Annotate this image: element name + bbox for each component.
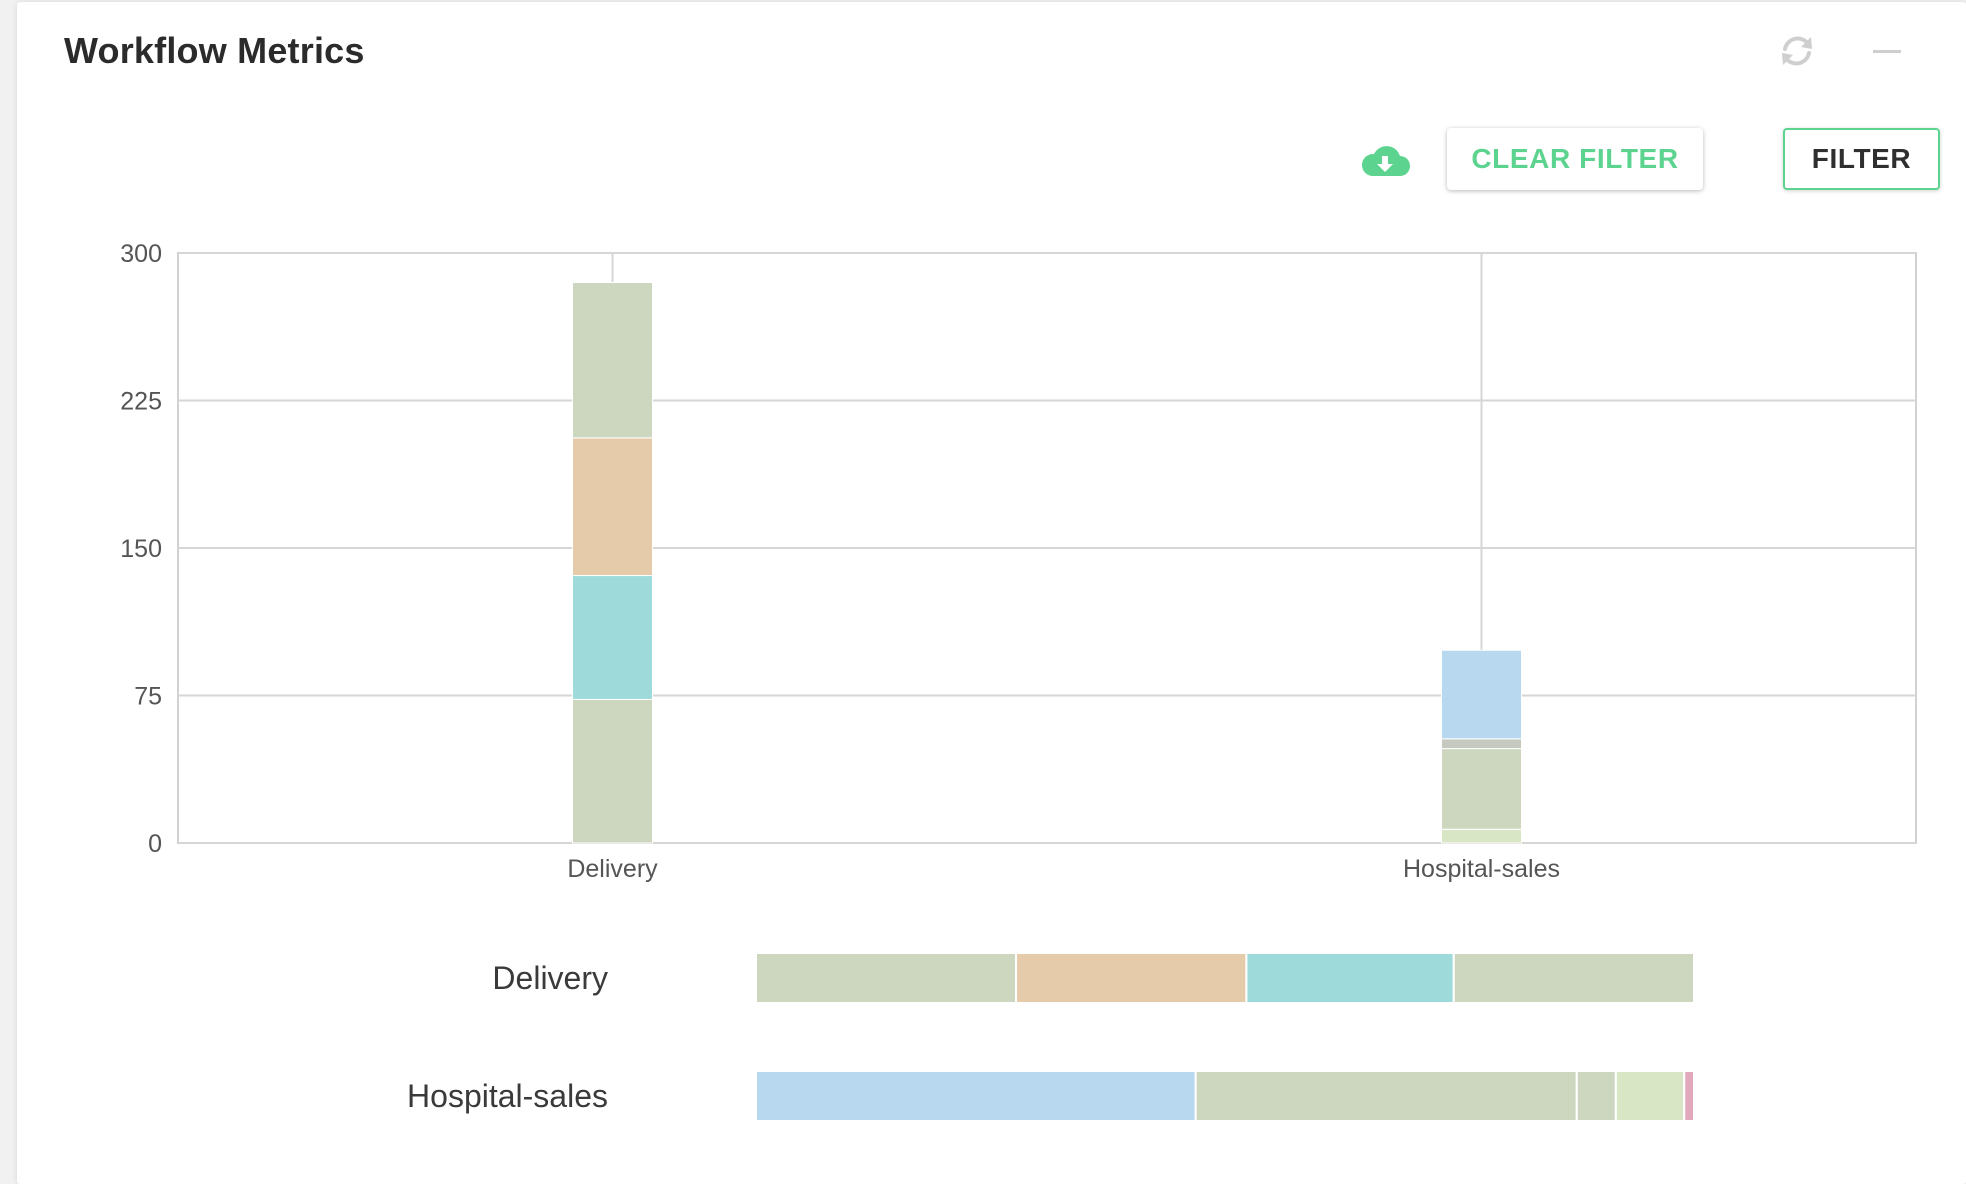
minimize-button[interactable] xyxy=(1864,28,1910,74)
bar-segment xyxy=(1194,1070,1578,1122)
bar-segment xyxy=(572,698,653,844)
row-label: Hospital-sales xyxy=(407,1078,608,1114)
filter-button[interactable]: FILTER xyxy=(1783,128,1940,190)
bar-segment xyxy=(572,282,653,439)
bar-segment xyxy=(755,952,1018,1004)
x-tick-label: Delivery xyxy=(567,855,658,883)
bar-segment xyxy=(1015,952,1248,1004)
y-tick-label: 0 xyxy=(148,830,162,858)
row-label: Delivery xyxy=(492,960,608,996)
widget-title: Workflow Metrics xyxy=(64,30,365,71)
y-tick-label: 75 xyxy=(134,683,162,711)
stacked-column-chart: 0 75 150 225 300 Delivery Hospital-sales xyxy=(120,240,1917,883)
y-tick-label: 300 xyxy=(120,240,162,268)
minimize-icon xyxy=(1873,50,1901,53)
bar-segment xyxy=(572,437,653,577)
clear-filter-button[interactable]: CLEAR FILTER xyxy=(1447,128,1703,190)
bar-segment xyxy=(755,1070,1197,1122)
refresh-button[interactable] xyxy=(1774,28,1820,74)
bar-segment xyxy=(1683,1070,1695,1122)
bar-segment xyxy=(1575,1070,1617,1122)
bar-segment xyxy=(1452,952,1695,1004)
bar-segment xyxy=(1245,952,1455,1004)
y-tick-label: 225 xyxy=(120,388,162,416)
y-tick-label: 150 xyxy=(120,535,162,563)
refresh-icon xyxy=(1782,36,1812,66)
download-button[interactable] xyxy=(1355,140,1415,184)
x-tick-label: Hospital-sales xyxy=(1403,855,1560,883)
bar-segment xyxy=(1441,649,1522,740)
bar-segment xyxy=(572,575,653,700)
cloud-download-icon xyxy=(1361,146,1410,176)
bar-segment xyxy=(1614,1070,1686,1122)
bar-segment xyxy=(1441,748,1522,830)
